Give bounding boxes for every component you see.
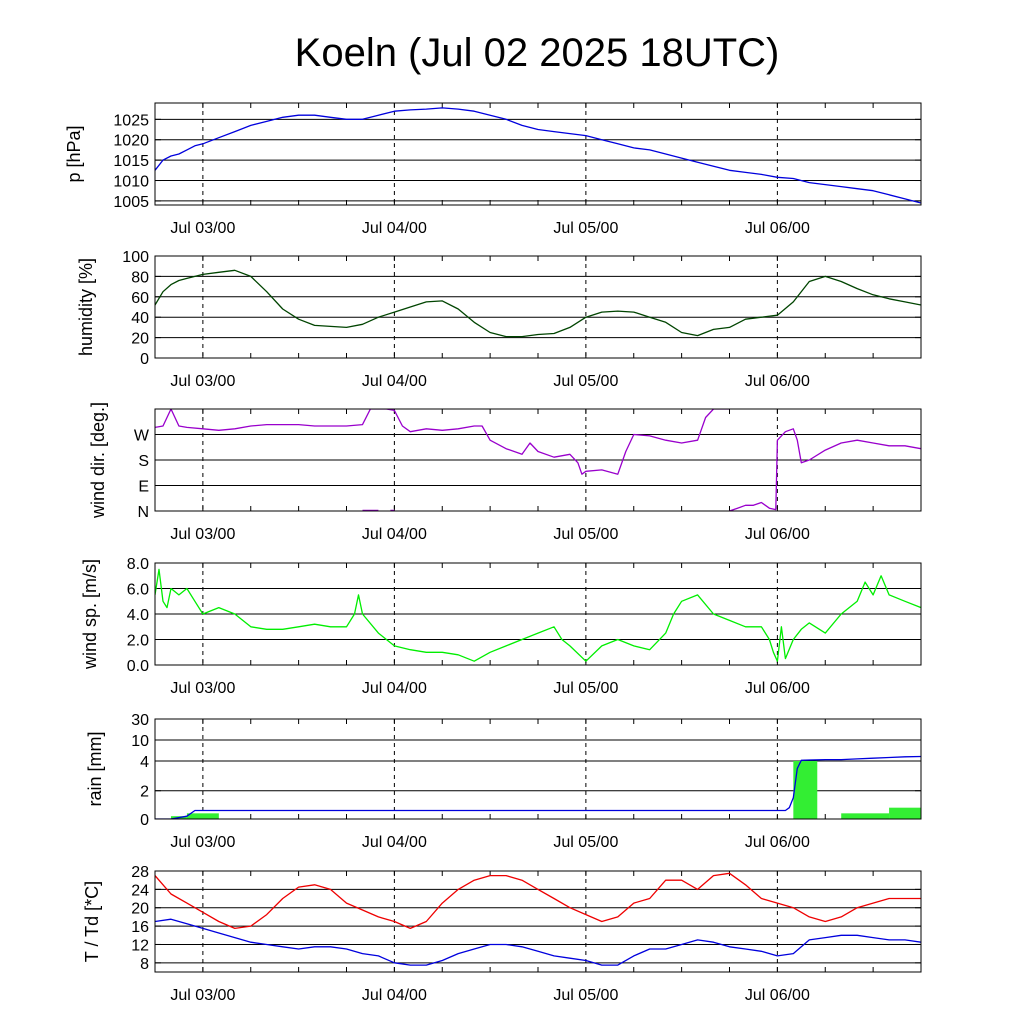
rain-bar: [841, 813, 890, 819]
series-line-temperature-0: [155, 872, 921, 930]
ytick-label-rain: 10: [131, 733, 149, 750]
series-line-humidity-0: [155, 269, 921, 338]
ytick-label-rain: 2: [140, 784, 149, 801]
series-group-pressure: [155, 107, 921, 204]
series-line-rain-1: [155, 755, 921, 819]
ytick-label-pressure: 1005: [113, 194, 149, 211]
xtick-label: Jul 04/00: [362, 373, 427, 390]
ytick-label-temperature: 24: [131, 882, 149, 899]
xtick-label: Jul 03/00: [170, 987, 235, 1004]
ytick-label-pressure: 1010: [113, 174, 149, 191]
ytick-label-humidity: 100: [122, 249, 149, 266]
ytick-label-humidity: 40: [131, 310, 149, 327]
plot-frame-humidity: [154, 255, 922, 359]
rain-bar: [793, 761, 818, 819]
xtick-label: Jul 03/00: [170, 220, 235, 237]
ytick-label-wind_speed: 4.0: [127, 607, 149, 624]
plot-frame-rain: [154, 718, 922, 820]
xtick-label: Jul 05/00: [553, 834, 618, 851]
ytick-label-humidity: 20: [131, 331, 149, 348]
ytick-label-rain: 30: [131, 712, 149, 729]
ytick-label-humidity: 80: [131, 269, 149, 286]
xtick-label: Jul 05/00: [553, 526, 618, 543]
plot-frame-wind_speed: [154, 562, 922, 666]
panel-wind_speed: 0.0 2.0 4.0 6.0 8.0 Jul 03/00 Jul 04/00 Jul 05/…: [80, 556, 922, 697]
xtick-label: Jul 03/00: [170, 373, 235, 390]
series-line-wind_direction-0: [155, 409, 730, 475]
xtick-label: Jul 06/00: [745, 220, 810, 237]
xtick-label: Jul 03/00: [170, 526, 235, 543]
ytick-label-pressure: 1020: [113, 133, 149, 150]
plot-frame-pressure: [154, 102, 922, 206]
y-axis-label-wind_speed: wind sp. [m/s]: [80, 559, 100, 670]
ytick-label-wind_speed: 8.0: [127, 556, 149, 573]
y-axis-label-pressure: p [hPa]: [64, 125, 84, 182]
y-axis-label-rain: rain [mm]: [85, 731, 105, 806]
xtick-label: Jul 06/00: [745, 987, 810, 1004]
xtick-label: Jul 05/00: [553, 680, 618, 697]
ytick-label-wind_speed: 2.0: [127, 633, 149, 650]
xtick-label: Jul 05/00: [553, 987, 618, 1004]
panel-pressure: 1005 1010 1015 1020 1025 Jul 03/00 Jul 04/00 Ju…: [64, 102, 922, 237]
xtick-label: Jul 05/00: [553, 373, 618, 390]
xtick-label: Jul 06/00: [745, 526, 810, 543]
ytick-label-wind_speed: 6.0: [127, 582, 149, 599]
xtick-label: Jul 06/00: [745, 834, 810, 851]
series-group-temperature: [155, 872, 921, 966]
chart-title: Koeln (Jul 02 2025 18UTC): [295, 31, 780, 75]
series-group-wind_direction: [155, 409, 921, 511]
ytick-label-wind_direction: E: [138, 479, 149, 496]
ytick-label-temperature: 16: [131, 919, 149, 936]
ytick-label-wind_direction: N: [137, 504, 149, 521]
y-axis-label-temperature: T / Td [*C]: [82, 881, 102, 962]
ytick-label-humidity: 0: [140, 351, 149, 368]
xtick-label: Jul 04/00: [362, 680, 427, 697]
panel-rain: 0 2 4 10 30 Jul 03/00 Jul 04/00 Jul 05/00 Jul 06…: [85, 712, 922, 851]
series-group-rain: [155, 755, 921, 819]
ytick-label-rain: 0: [140, 812, 149, 829]
ytick-label-wind_direction: W: [134, 428, 150, 445]
ytick-label-pressure: 1015: [113, 153, 149, 170]
xtick-label: Jul 05/00: [553, 220, 618, 237]
ytick-label-temperature: 28: [131, 864, 149, 881]
xtick-label: Jul 04/00: [362, 834, 427, 851]
panel-humidity: 0 20 40 60 80 100 Jul 03/00 Jul 04/00 Jul 05/00 J…: [76, 249, 922, 390]
ytick-label-temperature: 12: [131, 937, 149, 954]
series-line-wind_speed-0: [155, 568, 921, 662]
series-group-humidity: [155, 269, 921, 338]
ytick-label-humidity: 60: [131, 290, 149, 307]
y-axis-label-humidity: humidity [%]: [76, 258, 96, 356]
series-line-wind_direction-1: [729, 428, 921, 511]
xtick-label: Jul 06/00: [745, 680, 810, 697]
ytick-label-rain: 4: [140, 754, 149, 771]
xtick-label: Jul 04/00: [362, 526, 427, 543]
xtick-label: Jul 04/00: [362, 987, 427, 1004]
series-line-pressure-0: [155, 107, 921, 204]
plot-frame-temperature: [154, 870, 922, 973]
rain-bar: [889, 807, 921, 819]
ytick-label-pressure: 1025: [113, 112, 149, 129]
series-line-temperature-1: [155, 918, 921, 966]
ytick-label-wind_direction: S: [138, 453, 149, 470]
xtick-label: Jul 03/00: [170, 834, 235, 851]
plot-frame-wind_direction: [154, 408, 922, 512]
series-group-wind_speed: [155, 568, 921, 662]
ytick-label-temperature: 8: [140, 956, 149, 973]
ytick-label-temperature: 20: [131, 901, 149, 918]
xtick-label: Jul 03/00: [170, 680, 235, 697]
y-axis-label-wind_direction: wind dir. [deg.]: [88, 402, 108, 519]
ytick-label-wind_speed: 0.0: [127, 658, 149, 675]
xtick-label: Jul 06/00: [745, 373, 810, 390]
xtick-label: Jul 04/00: [362, 220, 427, 237]
rain-bar: [186, 813, 219, 819]
